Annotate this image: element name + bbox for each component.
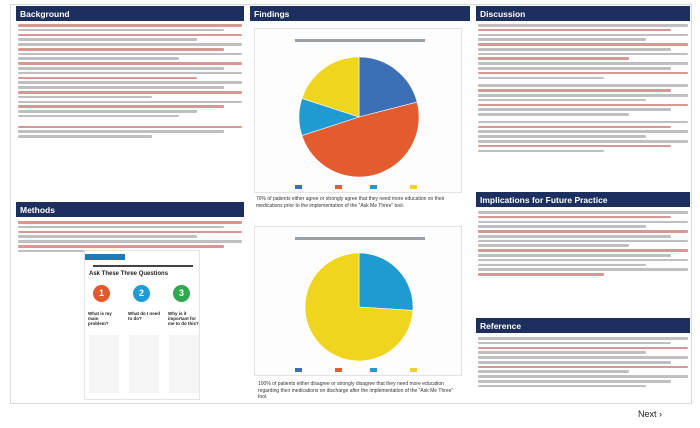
pie-slice-1 (358, 252, 414, 311)
implications-text (476, 208, 690, 281)
pie-slice-2 (301, 101, 420, 178)
graphic-banner (85, 254, 125, 260)
question-1-notes (89, 335, 119, 393)
chart-2-legend-swatch-3 (370, 368, 377, 372)
pie-chart-1-svg (295, 39, 425, 189)
graphic-subtitle-line (93, 265, 193, 267)
background-text (16, 21, 244, 143)
chart-1-title-placeholder (295, 39, 425, 42)
left-column: Background Methods (16, 6, 244, 253)
graphic-title: Ask These Three Questions (89, 271, 169, 277)
chart-1-legend-swatch-1 (295, 185, 302, 189)
pre-implementation-pie-chart (254, 28, 462, 193)
implications-header: Implications for Future Practice (476, 192, 690, 207)
question-3-notes (169, 335, 199, 393)
pie-slice-4 (301, 56, 360, 118)
question-2-text: What do I need to do? (128, 311, 160, 321)
methods-header: Methods (16, 202, 244, 217)
question-2-notes (129, 335, 159, 393)
pie-chart-2-svg (295, 237, 425, 372)
chart-2-legend-swatch-4 (410, 368, 417, 372)
ask-me-three-graphic: Ask These Three Questions 1 2 3 What is … (84, 250, 200, 400)
chart-1-legend-swatch-2 (335, 185, 342, 189)
question-3-circle: 3 (173, 285, 190, 302)
chart-2-legend-swatch-1 (295, 368, 302, 372)
pie-slice-1 (358, 56, 418, 118)
background-header: Background (16, 6, 244, 21)
question-1-text: What is my main problem? (88, 311, 112, 326)
middle-column: Findings (250, 6, 470, 21)
question-2-circle: 2 (133, 285, 150, 302)
reference-text (476, 334, 690, 393)
post-implementation-pie-chart (254, 226, 462, 376)
chart-1-legend-swatch-4 (410, 185, 417, 189)
question-1-circle: 1 (93, 285, 110, 302)
chart-1-legend-swatch-3 (370, 185, 377, 189)
chart-2-title-placeholder (295, 237, 425, 240)
findings-header: Findings (250, 6, 470, 21)
finding-caption-1: 70% of patients either agree or strongly… (256, 196, 445, 209)
pie-slice-2 (304, 252, 414, 362)
discussion-text (476, 21, 690, 157)
next-button[interactable]: Next › (638, 409, 663, 419)
question-3-text: Why is it important for me to do this? (168, 311, 199, 326)
discussion-header: Discussion (476, 6, 690, 21)
right-column: Discussion Implications for Future Pract… (476, 6, 690, 388)
chart-2-legend-swatch-2 (335, 368, 342, 372)
finding-caption-2: 100% of patients either disagree or stro… (258, 381, 454, 400)
reference-header: Reference (476, 318, 690, 333)
